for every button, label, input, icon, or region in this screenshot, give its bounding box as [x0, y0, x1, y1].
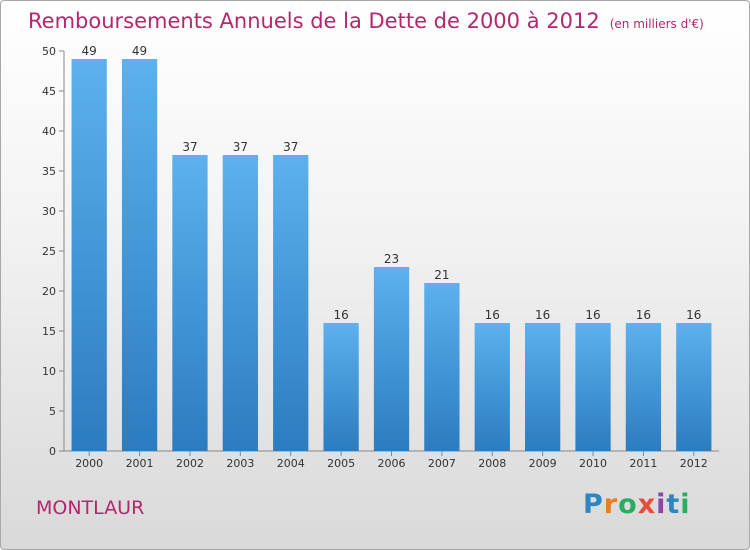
x-tick-label: 2004 — [277, 457, 305, 470]
y-tick-label: 45 — [42, 85, 56, 98]
bar-2000 — [71, 59, 107, 451]
value-label: 37 — [283, 140, 298, 154]
x-tick-label: 2011 — [629, 457, 657, 470]
value-label: 16 — [485, 308, 500, 322]
y-tick-label: 5 — [49, 405, 56, 418]
x-tick-label: 2012 — [680, 457, 708, 470]
bar-2006 — [373, 267, 410, 451]
logo-letter: r — [603, 489, 619, 520]
value-label: 23 — [384, 252, 399, 266]
y-axis: 0 5 10 15 20 25 30 35 40 45 50 — [42, 45, 65, 458]
y-tick-label: 25 — [42, 245, 56, 258]
y-tick-label: 35 — [42, 165, 56, 178]
y-tick-label: 40 — [42, 125, 56, 138]
value-labels: 49 49 37 37 37 16 23 21 16 16 16 16 16 — [82, 44, 702, 322]
bar-2001 — [121, 59, 158, 451]
commune-name: MONTLAUR — [36, 497, 145, 519]
value-label: 16 — [535, 308, 550, 322]
value-label: 16 — [636, 308, 651, 322]
chart-title: Remboursements Annuels de la Dette de 20… — [28, 9, 704, 33]
value-label: 37 — [182, 140, 197, 154]
x-tick-label: 2000 — [75, 457, 103, 470]
y-tick-label: 15 — [42, 325, 56, 338]
bar-2005 — [323, 323, 359, 451]
bar-2011 — [625, 323, 662, 451]
x-tick-label: 2005 — [327, 457, 355, 470]
logo-letter: i — [656, 489, 667, 520]
bar-2002 — [172, 155, 208, 451]
logo-letter: o — [618, 489, 638, 520]
y-tick-label: 20 — [42, 285, 56, 298]
y-tick-label: 0 — [49, 445, 56, 458]
y-tick-label: 50 — [42, 45, 56, 58]
y-tick-label: 30 — [42, 205, 56, 218]
bar-2008 — [474, 323, 510, 451]
value-label: 49 — [82, 44, 97, 58]
chart-title-unit: (en milliers d'€) — [609, 17, 704, 31]
x-tick-label: 2007 — [428, 457, 456, 470]
x-tick-label: 2008 — [478, 457, 506, 470]
x-tick-label: 2009 — [529, 457, 557, 470]
value-label: 16 — [585, 308, 600, 322]
y-tick-label: 10 — [42, 365, 56, 378]
bars — [71, 59, 712, 451]
x-tick-label: 2006 — [378, 457, 406, 470]
value-label: 21 — [434, 268, 449, 282]
value-label: 16 — [333, 308, 348, 322]
x-tick-label: 2002 — [176, 457, 204, 470]
bar-2012 — [676, 323, 712, 451]
x-tick-label: 2001 — [126, 457, 154, 470]
logo-letter: P — [583, 489, 604, 520]
bar-2010 — [575, 323, 611, 451]
chart-title-text: Remboursements Annuels de la Dette de 20… — [28, 9, 600, 33]
bar-2003 — [222, 155, 258, 451]
proxiti-logo: Proxiti — [583, 489, 691, 520]
bar-2007 — [424, 283, 460, 451]
logo-letter: t — [666, 489, 681, 520]
logo-letter: x — [637, 489, 657, 520]
x-tick-label: 2003 — [226, 457, 254, 470]
x-axis: 2000 2001 2002 2003 2004 2005 2006 2007 2008 2009… — [64, 450, 719, 470]
bar-2009 — [525, 323, 561, 451]
value-label: 16 — [686, 308, 701, 322]
logo-letter: i — [680, 489, 691, 520]
value-label: 49 — [132, 44, 147, 58]
value-label: 37 — [233, 140, 248, 154]
x-tick-label: 2010 — [579, 457, 607, 470]
bar-2004 — [273, 155, 309, 451]
